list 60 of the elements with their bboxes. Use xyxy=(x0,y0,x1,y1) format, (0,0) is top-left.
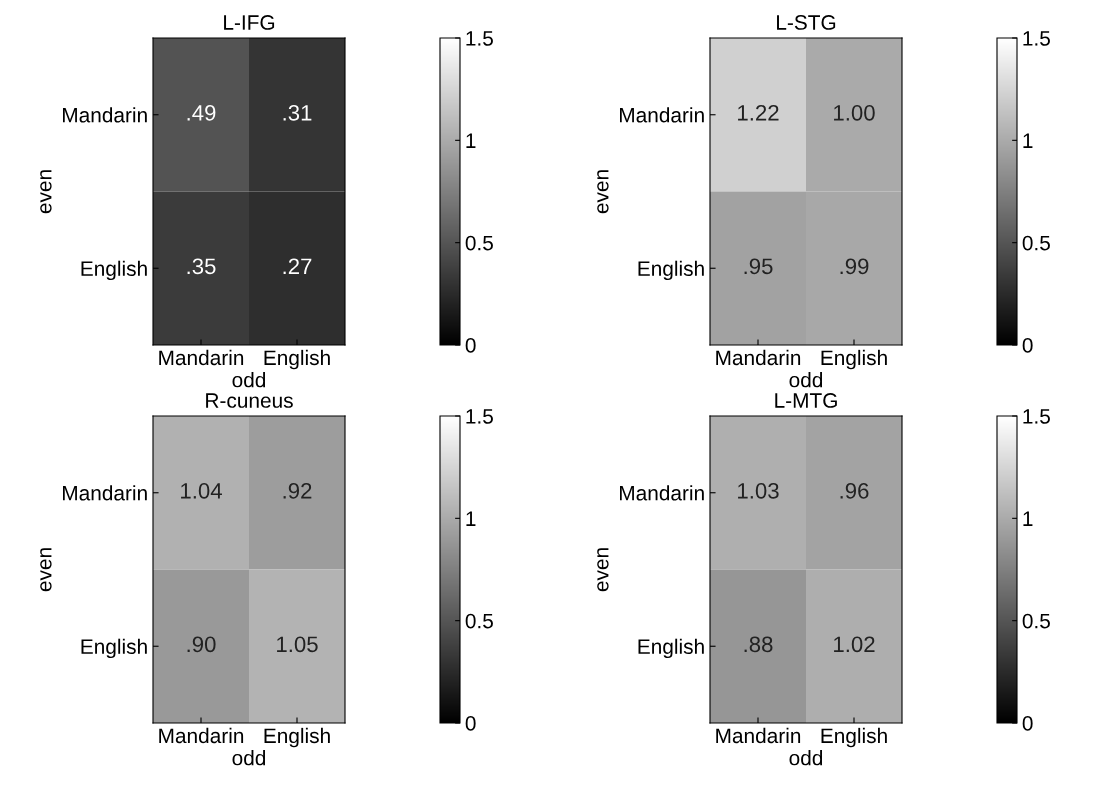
color-bar-label: 1 xyxy=(466,133,476,148)
data-label: .90 xyxy=(187,636,216,653)
x-tick-label: English xyxy=(821,727,887,748)
y-tick-label: Mandarin xyxy=(620,107,704,123)
data-label: 1.04 xyxy=(181,482,222,499)
y-axis-title: even xyxy=(597,548,609,592)
color-bar-label: 0.5 xyxy=(1022,235,1050,251)
chart-title: R-cuneus xyxy=(206,393,293,408)
color-bar-label: 1.5 xyxy=(1023,31,1050,46)
x-axis-title: odd xyxy=(232,372,266,388)
y-tick-label: English xyxy=(638,638,704,659)
color-bar-label: 0 xyxy=(465,338,476,353)
data-label: 1.00 xyxy=(834,104,875,121)
data-label: .88 xyxy=(744,636,773,653)
data-label: .95 xyxy=(744,258,773,275)
color-bar-label: 1.5 xyxy=(1023,409,1050,424)
y-axis-title: even xyxy=(40,548,52,592)
color-bar-label: 0 xyxy=(1022,338,1033,353)
x-tick-label: Mandarin xyxy=(159,727,244,744)
x-tick-label: Mandarin xyxy=(716,349,801,366)
data-label: 1.05 xyxy=(277,636,318,653)
x-axis-title: odd xyxy=(789,750,823,766)
y-tick-label: English xyxy=(81,260,147,281)
y-tick-label: English xyxy=(638,260,704,281)
x-axis-title: odd xyxy=(232,750,266,766)
color-bar-label: 1 xyxy=(1023,133,1033,148)
y-tick-label: English xyxy=(81,638,147,659)
y-tick-label: Mandarin xyxy=(620,485,704,501)
color-bar-label: 0.5 xyxy=(465,235,493,251)
x-tick-label: Mandarin xyxy=(716,727,801,744)
data-label: .99 xyxy=(840,258,869,275)
color-bar-label: 1 xyxy=(466,511,476,526)
color-bar-label: 0.5 xyxy=(1022,613,1050,629)
y-axis-title: even xyxy=(597,170,609,214)
x-axis-title: odd xyxy=(789,372,823,388)
x-tick-label: Mandarin xyxy=(159,349,244,366)
x-tick-label: English xyxy=(264,727,330,748)
data-label: .27 xyxy=(283,258,312,274)
data-label: .92 xyxy=(283,482,312,499)
y-tick-label: Mandarin xyxy=(63,485,147,501)
x-tick-label: English xyxy=(264,349,330,370)
color-bar-label: 1.5 xyxy=(466,31,493,46)
y-axis-title: even xyxy=(40,170,52,214)
data-label: .96 xyxy=(840,482,869,499)
y-tick-label: Mandarin xyxy=(63,107,147,123)
chart-title: L-IFG xyxy=(224,15,275,30)
chart-title: L-STG xyxy=(777,15,836,30)
color-bar-label: 0.5 xyxy=(465,613,493,629)
data-label: .35 xyxy=(187,258,216,275)
chart-title: L-MTG xyxy=(775,393,837,408)
data-label: .31 xyxy=(283,104,312,121)
data-label: 1.22 xyxy=(738,104,779,121)
x-tick-label: English xyxy=(821,349,887,370)
data-label: 1.02 xyxy=(834,636,875,653)
color-bar-label: 0 xyxy=(465,716,476,731)
color-bar-label: 1.5 xyxy=(466,409,493,424)
data-label: .49 xyxy=(187,104,216,121)
color-bar-label: 0 xyxy=(1022,716,1033,731)
data-label: 1.03 xyxy=(738,482,779,499)
color-bar-label: 1 xyxy=(1023,511,1033,526)
